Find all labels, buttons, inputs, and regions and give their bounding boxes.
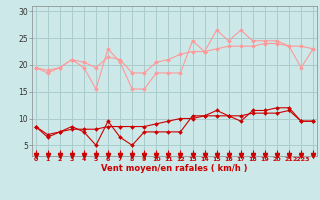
X-axis label: Vent moyen/en rafales ( km/h ): Vent moyen/en rafales ( km/h ) — [101, 164, 248, 173]
